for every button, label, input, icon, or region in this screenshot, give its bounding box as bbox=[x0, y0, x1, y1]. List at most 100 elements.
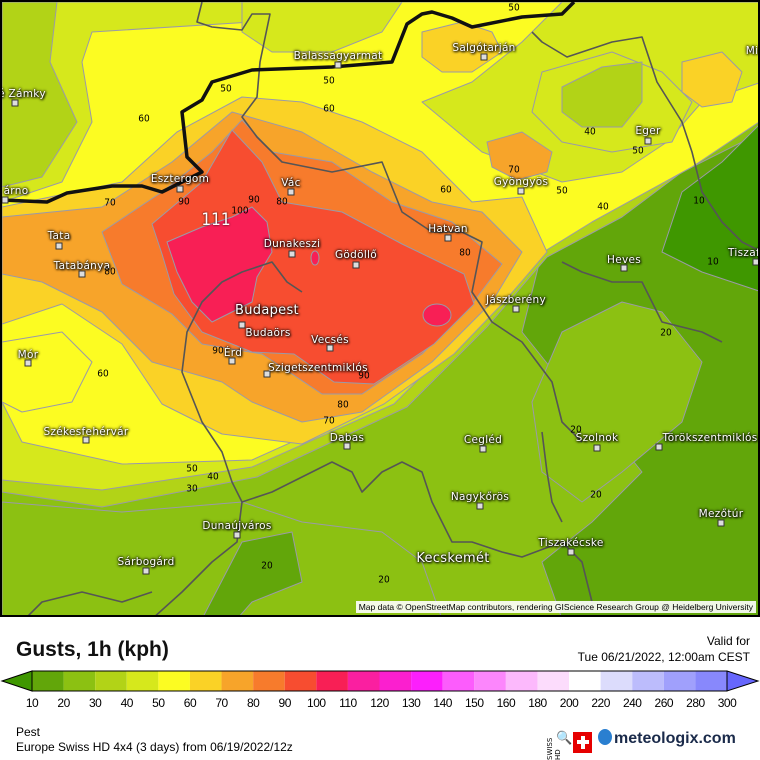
city-marker bbox=[444, 234, 452, 242]
city-marker bbox=[480, 53, 488, 61]
city-label: Kecskemét bbox=[416, 551, 490, 566]
contour-label: 50 bbox=[508, 2, 520, 14]
country-border bbox=[2, 2, 576, 204]
city-label: Jászberény bbox=[485, 294, 547, 306]
legend-tick-label: 260 bbox=[654, 696, 674, 710]
city-label: Balassagyarmat bbox=[293, 50, 383, 62]
zone-70-80-gyongyos bbox=[486, 131, 553, 181]
contour-label: 60 bbox=[97, 368, 109, 380]
contour-label: 50 bbox=[186, 463, 198, 475]
legend-tick-label: 200 bbox=[559, 696, 579, 710]
legend-swatch bbox=[32, 671, 64, 691]
legend-tick-label: 180 bbox=[528, 696, 547, 710]
city-label: Sárbogárd bbox=[117, 556, 175, 568]
legend-swatch bbox=[221, 671, 254, 691]
city-label: Törökszentmiklós bbox=[662, 432, 758, 444]
legend-tick-label: 30 bbox=[88, 696, 102, 710]
legend-tick-label: 240 bbox=[622, 696, 642, 710]
contour-label: 20 bbox=[570, 424, 582, 436]
city-marker bbox=[352, 261, 360, 269]
contour-label: 60 bbox=[440, 184, 452, 196]
legend-swatch bbox=[63, 671, 96, 691]
legend-tick-label: 140 bbox=[433, 696, 452, 710]
city-marker bbox=[512, 305, 520, 313]
city-marker bbox=[476, 502, 484, 510]
brand-name: meteologix.com bbox=[614, 730, 736, 747]
contour-label: 20 bbox=[590, 489, 602, 501]
legend-swatch bbox=[442, 671, 475, 691]
city-label: Tatabánya bbox=[53, 260, 111, 272]
legend-below-arrow bbox=[0, 670, 33, 692]
city-label: Gödöllő bbox=[334, 249, 378, 261]
map-attribution: Map data © OpenStreetMap contributors, r… bbox=[355, 601, 756, 613]
legend-tick-label: 50 bbox=[152, 696, 165, 710]
zone-below-10 bbox=[661, 125, 758, 292]
legend-tick-label: 110 bbox=[339, 696, 357, 710]
city-label: Salgótarján bbox=[452, 42, 516, 54]
legend-swatch bbox=[505, 671, 538, 691]
legend-swatch bbox=[379, 671, 412, 691]
city-marker bbox=[287, 188, 295, 196]
legend-swatch bbox=[95, 671, 127, 691]
legend-tick-label: 10 bbox=[25, 696, 39, 710]
city-marker bbox=[326, 344, 334, 352]
contour-label: 70 bbox=[508, 164, 520, 176]
city-label: Heves bbox=[607, 254, 641, 266]
city-label: Tiszaf bbox=[728, 247, 760, 259]
swiss-flag-icon bbox=[573, 732, 592, 753]
legend-frame bbox=[31, 670, 728, 692]
legend-tick-label: 130 bbox=[401, 696, 421, 710]
legend-swatch bbox=[347, 671, 380, 691]
city-label: Budapest bbox=[235, 303, 299, 318]
city-label: Vecsés bbox=[311, 334, 349, 346]
city-label: Dunaújváros bbox=[202, 520, 272, 532]
city-marker bbox=[479, 445, 487, 453]
city-marker bbox=[55, 242, 63, 250]
city-marker bbox=[717, 519, 725, 527]
legend-swatch bbox=[411, 671, 443, 691]
city-label: Hatvan bbox=[428, 223, 468, 235]
legend-swatch bbox=[284, 671, 317, 691]
legend-swatch bbox=[632, 671, 664, 691]
legend-above-arrow bbox=[726, 670, 760, 692]
city-label: árno bbox=[3, 185, 29, 197]
contour-label: 10 bbox=[693, 195, 705, 207]
zone-100-110-patch bbox=[422, 303, 452, 327]
legend-tick-label: 60 bbox=[183, 696, 197, 710]
city-label: Tiszakécske bbox=[538, 537, 604, 549]
city-marker bbox=[644, 137, 652, 145]
city-marker bbox=[238, 321, 246, 329]
legend-swatch bbox=[474, 671, 506, 691]
contour-label: 90 bbox=[212, 345, 224, 357]
city-label: Esztergom bbox=[150, 173, 210, 185]
contour-label: 90 bbox=[178, 196, 190, 208]
city-marker bbox=[567, 548, 575, 556]
meteologix-logo[interactable]: meteologix.com bbox=[598, 729, 736, 748]
city-marker bbox=[517, 187, 525, 195]
legend-tick-label: 70 bbox=[215, 696, 228, 710]
legend-tick-label: 100 bbox=[307, 696, 326, 710]
city-marker bbox=[228, 357, 236, 365]
legend-swatch bbox=[600, 671, 633, 691]
legend-tick-label: 280 bbox=[686, 696, 705, 710]
zone-60-70-ne bbox=[681, 51, 743, 108]
contour-label: 90 bbox=[248, 194, 260, 206]
legend-swatch bbox=[537, 671, 570, 691]
legend-tick-label: 20 bbox=[57, 696, 70, 710]
legend-swatch bbox=[126, 671, 159, 691]
legend-swatch bbox=[569, 671, 601, 691]
city-marker bbox=[176, 185, 184, 193]
legend-tick-label: 300 bbox=[717, 696, 737, 710]
city-marker bbox=[24, 359, 32, 367]
contour-label: 60 bbox=[323, 103, 335, 115]
contour-label: 30 bbox=[186, 483, 198, 495]
zone-50-60-fejer bbox=[2, 331, 93, 413]
gust-contours bbox=[2, 2, 758, 615]
city-marker bbox=[263, 370, 271, 378]
contour-label: 20 bbox=[660, 327, 672, 339]
city-label: Dabas bbox=[329, 432, 365, 444]
city-label: Mezőtúr bbox=[698, 508, 744, 520]
city-label: Budaörs bbox=[245, 327, 291, 339]
zone-10-20-sw bbox=[203, 531, 303, 615]
zone-100-110 bbox=[166, 206, 273, 323]
